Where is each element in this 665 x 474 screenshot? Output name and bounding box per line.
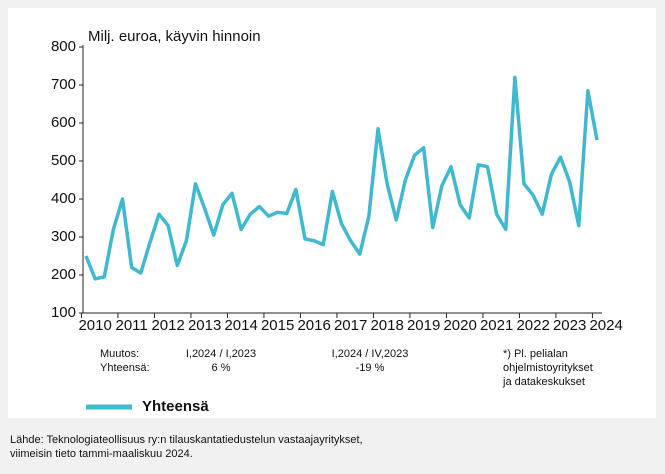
series-line [84, 75, 599, 281]
x-tick-label: 2012 [151, 317, 184, 334]
change-value: -19 % [356, 362, 385, 374]
x-tick-label: 2016 [297, 317, 330, 334]
x-tick-label: 2017 [334, 317, 367, 334]
y-tick-label: 800 [51, 38, 76, 55]
x-tick-label: 2022 [516, 317, 549, 334]
change-row-label: Muutos: [100, 348, 139, 360]
x-tick-label: 2023 [553, 317, 586, 334]
note: ohjelmistoyritykset [503, 362, 593, 374]
axis-title: Milj. euroa, käyvin hinnoin [88, 28, 261, 45]
change-period: I,2024 / I,2023 [186, 348, 256, 360]
x-tick-label: 2018 [370, 317, 403, 334]
x-tick-label: 2021 [480, 317, 513, 334]
panel [8, 8, 656, 418]
x-tick-label: 2015 [261, 317, 294, 334]
change-period: I,2024 / IV,2023 [332, 348, 409, 360]
x-tick-label: 2019 [407, 317, 440, 334]
note: ja datakeskukset [502, 376, 585, 388]
x-tick-label: 2013 [188, 317, 221, 334]
x-tick-label: 2010 [78, 317, 111, 334]
y-tick-label: 400 [51, 190, 76, 207]
x-tick-label: 2011 [115, 317, 147, 334]
source: viimeisin tieto tammi-maaliskuu 2024. [10, 448, 193, 460]
change-row-label: Yhteensä: [100, 362, 150, 374]
y-tick-label: 700 [51, 76, 76, 93]
x-tick-label: 2020 [443, 317, 476, 334]
source: Lähde: Teknologiateollisuus ry:n tilausk… [10, 434, 363, 446]
y-tick-label: 200 [51, 266, 76, 283]
x-tick-label: 2014 [224, 317, 257, 334]
legend-label: Yhteensä [142, 398, 209, 415]
y-tick-label: 300 [51, 228, 76, 245]
y-tick-label: 500 [51, 152, 76, 169]
y-tick-label: 100 [51, 304, 76, 321]
note: *) Pl. pelialan [503, 348, 568, 360]
y-tick-label: 600 [51, 114, 76, 131]
change-value: 6 % [212, 362, 231, 374]
x-tick-label: 2024 [589, 317, 622, 334]
